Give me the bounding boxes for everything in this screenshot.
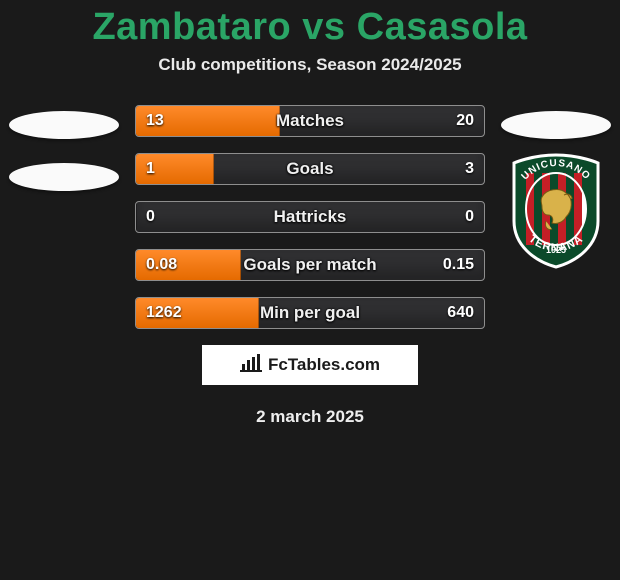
subtitle: Club competitions, Season 2024/2025 [0,55,620,75]
ternana-badge: UNICUSANO TERNANA 1925 [502,149,610,269]
player-left-name: Zambataro [92,6,291,48]
brand-text: FcTables.com [268,355,380,375]
left-badge-placeholder-1 [9,111,119,139]
badge-year: 1925 [546,245,566,255]
right-badge-column: UNICUSANO TERNANA 1925 [496,105,616,269]
ternana-badge-svg: UNICUSANO TERNANA 1925 [502,149,610,269]
stat-row: 1262640Min per goal [135,297,485,329]
comparison-bars: 1320Matches 13Goals 00Hattricks 0.080.15Goa… [135,105,485,329]
page-title: Zambataro vs Casasola [0,0,620,49]
bar-chart-icon [240,354,262,377]
date-text: 2 march 2025 [0,407,620,427]
stat-row: 00Hattricks [135,201,485,233]
stat-row: 0.080.15Goals per match [135,249,485,281]
stat-label: Hattricks [136,202,484,232]
title-separator: vs [302,6,345,48]
stat-row: 1320Matches [135,105,485,137]
stat-label: Matches [136,106,484,136]
stat-label: Goals per match [136,250,484,280]
page-root: Zambataro vs Casasola Club competitions,… [0,0,620,580]
stat-label: Goals [136,154,484,184]
stat-label: Min per goal [136,298,484,328]
left-badge-placeholder-2 [9,163,119,191]
right-badge-placeholder [501,111,611,139]
content-area: UNICUSANO TERNANA 1925 1320Matches 13Goal… [0,105,620,427]
player-right-name: Casasola [357,6,528,48]
stat-row: 13Goals [135,153,485,185]
left-badge-column [4,105,124,191]
brand-box: FcTables.com [202,345,418,385]
